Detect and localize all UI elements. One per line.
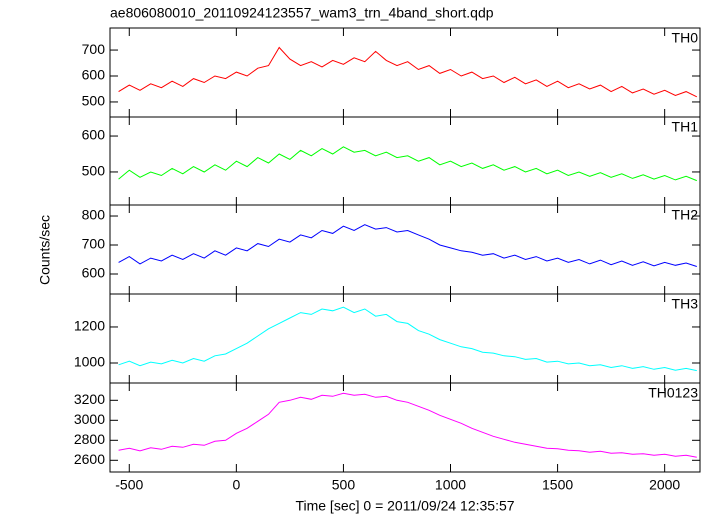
y-tick-label: 800 — [82, 207, 106, 223]
data-line — [118, 46, 698, 98]
panel-frame — [109, 27, 701, 118]
y-axis-label: Counts/sec — [37, 215, 53, 285]
y-tick-label: 500 — [82, 93, 106, 109]
panel-frame — [109, 293, 701, 384]
y-tick-label: 2600 — [74, 451, 105, 467]
x-tick-label: 2000 — [649, 477, 680, 493]
x-tick-label: 0 — [232, 477, 240, 493]
y-tick-label: 700 — [82, 236, 106, 252]
data-line — [118, 224, 697, 267]
data-line — [118, 392, 697, 458]
panel-label: TH3 — [672, 296, 699, 312]
x-tick-label: 1000 — [435, 477, 466, 493]
data-line — [118, 306, 697, 372]
panel-label: TH2 — [672, 207, 699, 223]
y-tick-label: 600 — [82, 67, 106, 83]
x-tick-label: -500 — [115, 477, 143, 493]
panel-label: TH1 — [672, 119, 699, 135]
y-tick-label: 700 — [82, 41, 106, 57]
panel-frame — [109, 382, 701, 473]
y-tick-label: 3200 — [74, 391, 105, 407]
x-tick-label: 1500 — [542, 477, 573, 493]
x-tick-label: 500 — [332, 477, 356, 493]
x-axis-label: Time [sec] 0 = 2011/09/24 12:35:57 — [295, 498, 514, 514]
y-tick-label: 1200 — [74, 318, 105, 334]
data-line — [118, 146, 697, 182]
panel-frame — [109, 116, 701, 206]
panel-label: TH0123 — [648, 385, 698, 401]
panel-label: TH0 — [672, 30, 699, 46]
y-tick-label: 1000 — [74, 354, 105, 370]
panel-frame — [109, 204, 701, 295]
y-tick-label: 600 — [82, 127, 106, 143]
y-tick-label: 3000 — [74, 411, 105, 427]
chart-title: ae806080010_20110924123557_wam3_trn_4ban… — [110, 5, 494, 21]
y-tick-label: 500 — [82, 163, 106, 179]
y-tick-label: 2800 — [74, 431, 105, 447]
y-tick-label: 600 — [82, 265, 106, 281]
